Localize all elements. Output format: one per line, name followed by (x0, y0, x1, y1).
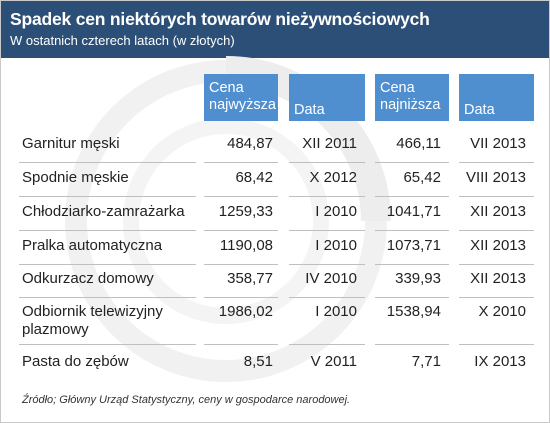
row-label: Odbiornik telewizyjny plazmowy (22, 303, 163, 338)
row-divider (204, 230, 278, 231)
cell-max-date: I 2010 (315, 203, 357, 220)
cell-min-price: 466,11 (396, 135, 441, 152)
cell-max-price: 1986,02 (218, 303, 273, 320)
cell-max-price: 8,51 (243, 353, 273, 370)
row-divider (289, 297, 365, 298)
cell-min-price: 339,93 (395, 270, 441, 287)
row-divider (375, 297, 449, 298)
row-divider (459, 230, 534, 231)
cell-max-date: I 2010 (315, 303, 357, 320)
cell-max-price: 1190,08 (219, 237, 273, 254)
row-divider (289, 196, 365, 197)
row-divider (289, 230, 365, 231)
row-divider (459, 264, 534, 265)
cell-max-price: 1259,33 (218, 203, 273, 220)
row-divider (375, 264, 449, 265)
cell-max-price: 484,87 (227, 135, 273, 152)
row-divider (19, 264, 196, 265)
row-divider (19, 162, 196, 163)
row-divider (459, 344, 534, 345)
row-divider (204, 264, 278, 265)
row-label: Chłodziarko-zamrażarka (22, 203, 185, 220)
chart-subtitle: W ostatnich czterech latach (w złotych) (10, 33, 235, 48)
row-divider (289, 344, 365, 345)
row-divider (19, 196, 196, 197)
row-divider (459, 162, 534, 163)
row-divider (204, 196, 278, 197)
cell-min-date: VII 2013 (470, 135, 526, 152)
cell-min-price: 7,71 (411, 353, 441, 370)
row-label: Pralka automatyczna (22, 237, 163, 254)
cell-min-date: XII 2013 (470, 203, 526, 220)
row-label: Spodnie męskie (22, 169, 129, 186)
cell-min-price: 1073,71 (386, 237, 441, 254)
cell-min-date: VIII 2013 (465, 169, 526, 186)
row-divider (289, 162, 365, 163)
cell-min-date: X 2010 (478, 303, 526, 320)
row-divider (204, 297, 278, 298)
chart-title: Spadek cen niektórych towarów nieżywnośc… (10, 9, 430, 29)
row-divider (375, 162, 449, 163)
row-label: Pasta do zębów (22, 353, 129, 370)
cell-max-date: V 2011 (310, 353, 357, 370)
row-label: Odkurzacz domowy (22, 270, 154, 287)
row-divider (19, 297, 196, 298)
cell-max-date: X 2012 (309, 169, 357, 186)
cell-min-date: XII 2013 (470, 237, 526, 254)
source-note: Źródło; Główny Urząd Statystyczny, ceny … (22, 394, 351, 406)
column-header-max-date: Data (289, 74, 365, 121)
cell-max-date: XII 2011 (302, 135, 357, 152)
cell-min-date: IX 2013 (474, 353, 526, 370)
column-header-min-date: Data (459, 74, 534, 121)
cell-max-price: 358,77 (227, 270, 273, 287)
row-divider (375, 344, 449, 345)
cell-max-price: 68,42 (235, 169, 273, 186)
row-divider (204, 162, 278, 163)
row-divider (459, 297, 534, 298)
row-divider (459, 196, 534, 197)
cell-min-price: 1538,94 (386, 303, 441, 320)
cell-max-date: IV 2010 (305, 270, 357, 287)
row-divider (289, 264, 365, 265)
column-header-max-price: Cena najwyższa (204, 74, 278, 121)
cell-min-price: 65,42 (403, 169, 441, 186)
column-header-min-price: Cena najniższa (375, 74, 449, 121)
row-divider (375, 196, 449, 197)
cell-min-date: XII 2013 (470, 270, 526, 287)
cell-max-date: I 2010 (315, 237, 357, 254)
row-divider (19, 230, 196, 231)
row-divider (375, 230, 449, 231)
row-divider (204, 344, 278, 345)
row-divider (19, 344, 196, 345)
title-bar: Spadek cen niektórych towarów nieżywnośc… (1, 1, 549, 58)
cell-min-price: 1041,71 (386, 203, 441, 220)
row-label: Garnitur męski (22, 135, 120, 152)
